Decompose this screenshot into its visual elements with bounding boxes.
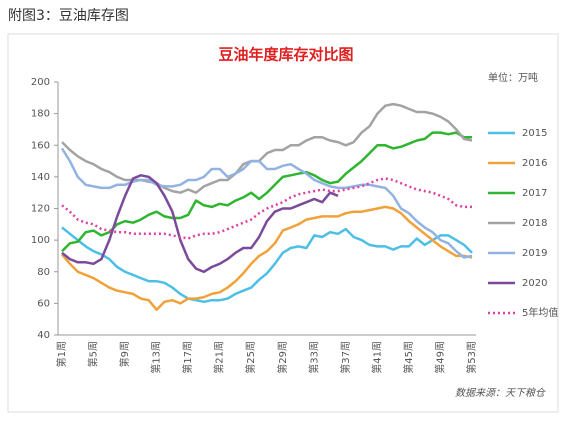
x-tick-label: 第41周: [370, 341, 383, 374]
y-tick-label: 180: [31, 109, 50, 120]
x-tick-label: 第49周: [433, 341, 446, 374]
series-line: [61, 174, 339, 274]
legend-label: 2018: [522, 218, 547, 229]
x-tick-label: 第29周: [276, 341, 289, 374]
x-tick-label: 第25周: [244, 341, 257, 374]
x-tick-label: 第37周: [339, 341, 352, 374]
x-tick-label: 第13周: [150, 341, 163, 374]
x-tick-label: 第21周: [213, 341, 226, 374]
page-title: 附图3：豆油库存图: [8, 8, 129, 24]
y-tick-label: 40: [37, 330, 50, 341]
x-tick-label: 第53周: [465, 341, 478, 374]
y-tick-label: 200: [31, 77, 50, 88]
y-tick-label: 100: [31, 235, 50, 246]
y-tick-label: 140: [31, 172, 50, 183]
x-tick-label: 第5周: [87, 341, 100, 367]
series-line: [61, 131, 472, 253]
x-tick-label: 第1周: [55, 341, 68, 367]
legend-label: 2015: [522, 128, 547, 139]
chart-title: 豆油年度库存对比图: [218, 46, 353, 64]
legend-label: 2017: [522, 188, 547, 199]
chart-frame: [7, 33, 559, 413]
legend-label: 2016: [522, 158, 547, 169]
x-tick-label: 第33周: [307, 341, 320, 374]
series-line: [61, 226, 473, 304]
legend-label: 2020: [522, 278, 547, 289]
x-tick-label: 第45周: [402, 341, 415, 374]
x-tick-label: 第17周: [181, 341, 194, 374]
y-tick-label: 160: [31, 140, 50, 151]
unit-label: 单位：万吨: [488, 71, 538, 84]
y-tick-label: 120: [31, 204, 50, 215]
series-line: [61, 102, 473, 194]
y-tick-label: 80: [37, 267, 50, 278]
y-tick-label: 60: [37, 298, 50, 309]
legend-label: 2019: [522, 248, 547, 259]
legend-label: 5年均值: [522, 306, 558, 319]
series-line: [61, 205, 473, 311]
source-label: 数据来源：天下粮仓: [455, 387, 546, 399]
series-line: [61, 177, 472, 240]
x-tick-label: 第9周: [118, 341, 131, 367]
